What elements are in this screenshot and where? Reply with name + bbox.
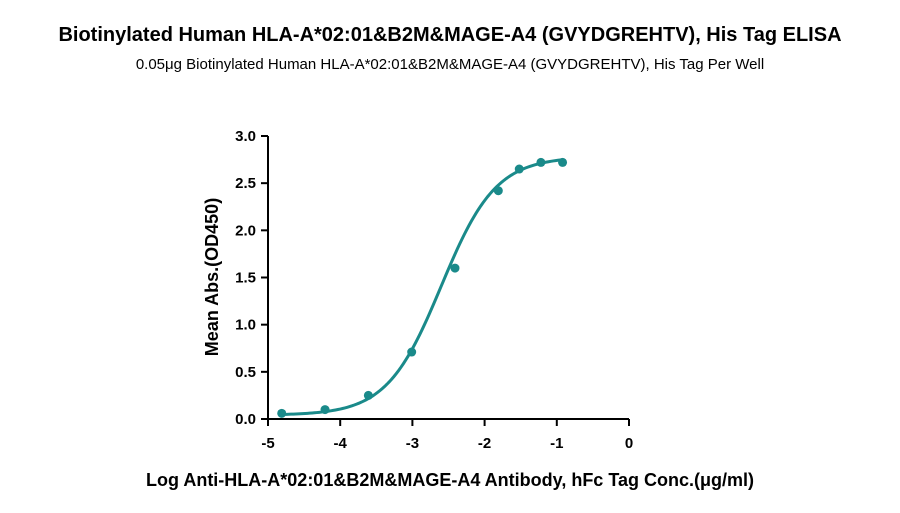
y-axis: 0.0 0.5 1.0 1.5 2.0 2.5 3.0 [235, 128, 269, 428]
data-point [320, 405, 330, 415]
data-point [407, 347, 417, 357]
x-tick-label: -1 [550, 435, 563, 452]
y-tick-label: 0.5 [235, 364, 256, 381]
x-tick-label: -5 [261, 435, 274, 452]
y-tick-label: 1.5 [235, 270, 256, 287]
y-tick-label: 1.0 [235, 317, 256, 334]
data-point [277, 408, 287, 418]
y-tick-label: 2.0 [235, 222, 256, 239]
y-ticks: 0.0 0.5 1.0 1.5 2.0 2.5 3.0 [235, 128, 268, 428]
data-point [558, 157, 568, 167]
fit-curve [281, 158, 563, 416]
x-tick-label: 0 [625, 435, 633, 452]
data-points [277, 157, 568, 418]
data-point [514, 164, 524, 174]
x-tick-label: -4 [334, 435, 348, 452]
y-tick-label: 0.0 [235, 411, 256, 428]
x-tick-label: -3 [406, 435, 419, 452]
x-tick-label: -2 [478, 435, 491, 452]
y-axis-title: Mean Abs.(OD450) [202, 198, 222, 356]
y-tick-label: 3.0 [235, 128, 256, 145]
chart-title: Biotinylated Human HLA-A*02:01&B2M&MAGE-… [58, 24, 842, 46]
data-point [450, 263, 460, 273]
y-tick-label: 2.5 [235, 175, 256, 192]
x-ticks: -5 -4 -3 -2 -1 0 [261, 419, 633, 452]
data-point [363, 390, 373, 400]
x-axis: -5 -4 -3 -2 -1 0 [261, 418, 633, 452]
x-axis-title: Log Anti-HLA-A*02:01&B2M&MAGE-A4 Antibod… [146, 470, 754, 490]
data-point [536, 157, 546, 167]
chart-subtitle: 0.05μg Biotinylated Human HLA-A*02:01&B2… [135, 56, 765, 73]
data-point [493, 186, 503, 196]
